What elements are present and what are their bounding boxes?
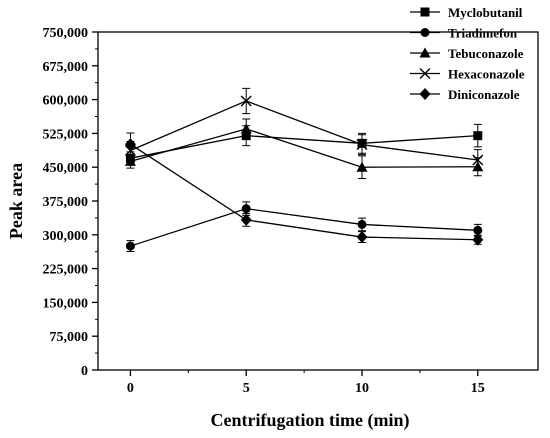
data-point [124,138,136,151]
data-point [241,204,251,214]
data-point [125,241,135,251]
series-line [130,100,478,161]
series-line [130,128,478,168]
data-point [472,154,484,166]
y-tick-label: 75,000 [50,330,89,345]
y-tick-label: 0 [81,364,88,379]
y-tick-label: 675,000 [43,60,89,75]
y-tick-label: 150,000 [43,296,89,311]
series-diniconazole [124,132,484,246]
data-point [240,95,252,107]
series-triadimefon [125,201,483,252]
x-tick-label: 0 [127,381,134,396]
legend-item: Diniconazole [410,87,520,102]
data-point [356,231,368,244]
legend-label: Hexaconazole [448,67,525,82]
y-tick-label: 300,000 [43,229,89,244]
legend-item: Myclobutanil [410,5,523,20]
legend-item: Hexaconazole [410,67,525,82]
legend-marker [419,88,431,100]
y-tick-label: 225,000 [43,263,89,278]
x-tick-label: 5 [243,381,250,396]
legend-label: Myclobutanil [448,5,523,20]
legend-item: Tebuconazole [410,46,524,61]
series-myclobutanil [125,123,483,165]
data-point [357,219,367,229]
series-hexaconazole [124,87,484,171]
legend: Myclobutanil Triadimefon Tebuconazole Hexac… [410,5,525,102]
series-line [130,207,478,247]
data-point [473,225,483,235]
legend-label: Diniconazole [448,87,520,102]
y-tick-label: 375,000 [43,195,89,210]
y-tick-label: 750,000 [43,26,89,41]
data-point [473,131,483,141]
legend-label: Triadimefon [448,26,518,41]
plot-frame [97,31,539,371]
legend-marker [419,47,431,58]
legend-label: Tebuconazole [448,46,524,61]
y-tick-label: 525,000 [43,127,89,142]
data-point [356,161,368,172]
series-group [124,87,484,252]
x-axis-title: Centrifugation time (min) [211,410,410,431]
data-point [240,123,252,134]
data-point [240,213,252,226]
data-point [356,139,368,151]
legend-item: Triadimefon [410,26,518,41]
data-point [472,233,484,246]
y-tick-label: 450,000 [43,161,89,176]
y-axis-title: Peak area [6,163,26,239]
x-tick-label: 10 [355,381,369,396]
axes: 0 75,000 150,000 225,000 300,000 375,000 450,0… [43,26,539,396]
legend-marker [420,7,430,17]
legend-marker [419,68,431,79]
x-tick-label: 15 [471,381,485,396]
y-tick-label: 600,000 [43,94,89,109]
series-line [130,134,478,159]
data-point [124,155,136,166]
legend-marker [420,28,430,37]
series-line [130,143,478,241]
